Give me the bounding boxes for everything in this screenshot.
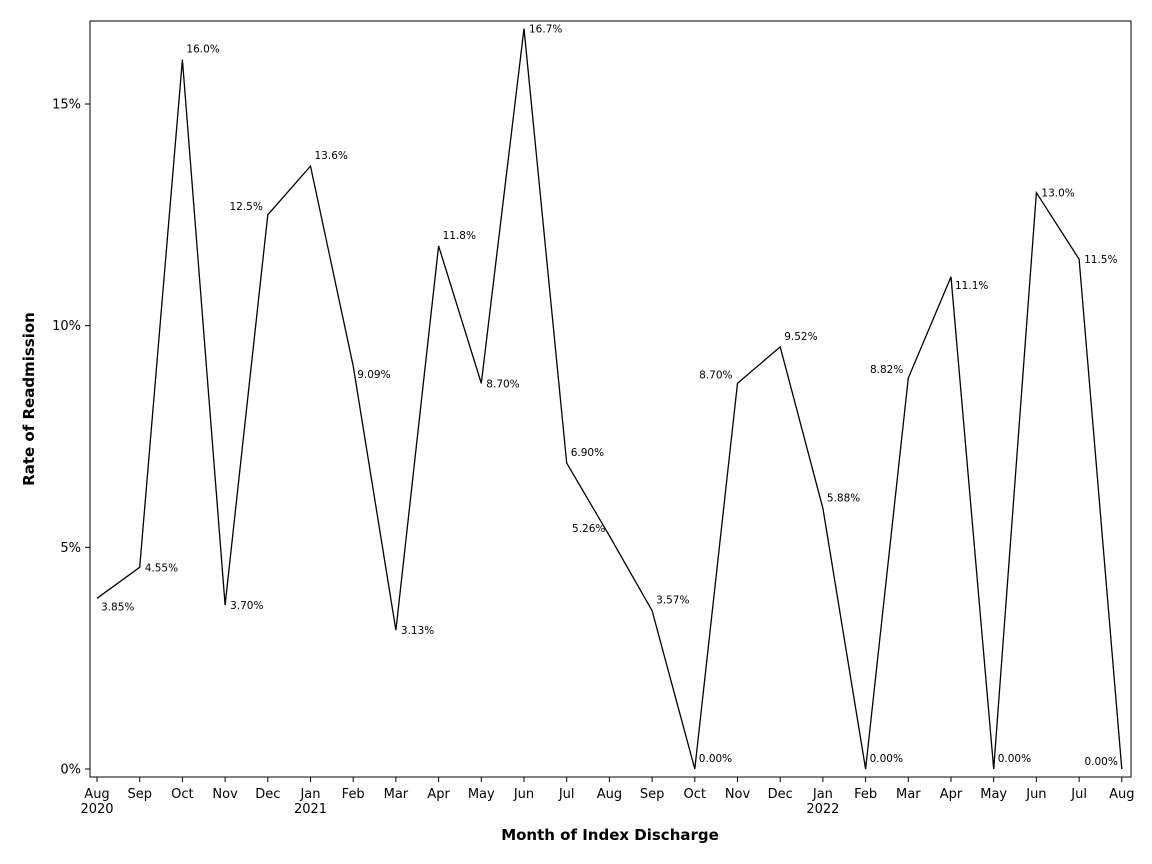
x-tick-label: Jun [513, 787, 534, 802]
data-labels: 3.85% 4.55% 16.0% 3.70% 12.5% 13.6% 9.09% 3.13%… [101, 24, 1118, 768]
data-label: 3.70% [230, 600, 263, 612]
x-tick-label: Sep [127, 787, 152, 802]
y-tick-label: 15% [52, 98, 81, 113]
data-label: 9.09% [357, 369, 390, 381]
x-tick-label: Nov [725, 787, 751, 802]
y-tick-label: 0% [60, 763, 81, 778]
data-label: 12.5% [229, 201, 262, 213]
data-label: 3.85% [101, 601, 134, 613]
x-axis-title: Month of Index Discharge [501, 826, 719, 844]
x-tick-label: May [980, 787, 1007, 802]
data-label: 0.00% [699, 753, 732, 765]
x-tick-label: Jan [299, 787, 320, 802]
series-line [96, 28, 1123, 770]
x-year-label: 2021 [294, 802, 327, 817]
data-label: 6.90% [571, 447, 604, 459]
data-label: 4.55% [145, 562, 178, 574]
x-tick-label: Aug [597, 787, 622, 802]
y-tick-label: 5% [60, 541, 81, 556]
data-label: 8.70% [486, 378, 519, 390]
data-label: 3.13% [401, 625, 434, 637]
data-label: 8.82% [870, 364, 903, 376]
data-label: 11.8% [443, 230, 476, 242]
data-label: 0.00% [870, 753, 903, 765]
data-label: 9.52% [784, 331, 817, 343]
x-tick-label: Jul [558, 787, 575, 802]
x-tick-label: Apr [940, 787, 963, 802]
y-axis: 0% 5% 10% 15% [52, 98, 90, 778]
data-label: 13.0% [1041, 188, 1074, 200]
x-tick-label: Dec [255, 787, 280, 802]
x-tick-label: Oct [684, 787, 706, 802]
data-label: 13.6% [315, 150, 348, 162]
x-tick-label: Oct [171, 787, 193, 802]
data-label: 5.88% [827, 492, 860, 504]
data-label: 0.00% [1084, 756, 1117, 768]
x-tick-label: Mar [384, 787, 409, 802]
x-year-label: 2020 [80, 802, 113, 817]
x-tick-label: May [468, 787, 495, 802]
x-tick-label: Jan [812, 787, 833, 802]
x-tick-label: Mar [896, 787, 921, 802]
x-tick-label: Sep [640, 787, 665, 802]
x-tick-label: Apr [427, 787, 450, 802]
data-label: 5.26% [572, 523, 605, 535]
data-label: 8.70% [699, 369, 732, 381]
x-tick-label: Dec [768, 787, 793, 802]
y-tick-label: 10% [52, 319, 81, 334]
x-tick-label: Jul [1070, 787, 1087, 802]
y-axis-title: Rate of Readmission [20, 312, 38, 486]
data-label: 16.0% [186, 44, 219, 56]
data-label: 11.5% [1084, 254, 1117, 266]
x-tick-label: Feb [342, 787, 365, 802]
data-label: 16.7% [529, 24, 562, 36]
x-tick-label: Feb [854, 787, 877, 802]
x-tick-label: Jun [1025, 787, 1046, 802]
data-label: 3.57% [656, 595, 689, 607]
data-label: 11.1% [955, 280, 988, 292]
plot-frame [89, 20, 1132, 778]
x-tick-label: Nov [212, 787, 238, 802]
data-label: 0.00% [998, 753, 1031, 765]
x-year-label: 2022 [806, 802, 839, 817]
x-tick-label: Aug [84, 787, 109, 802]
x-tick-label: Aug [1109, 787, 1134, 802]
